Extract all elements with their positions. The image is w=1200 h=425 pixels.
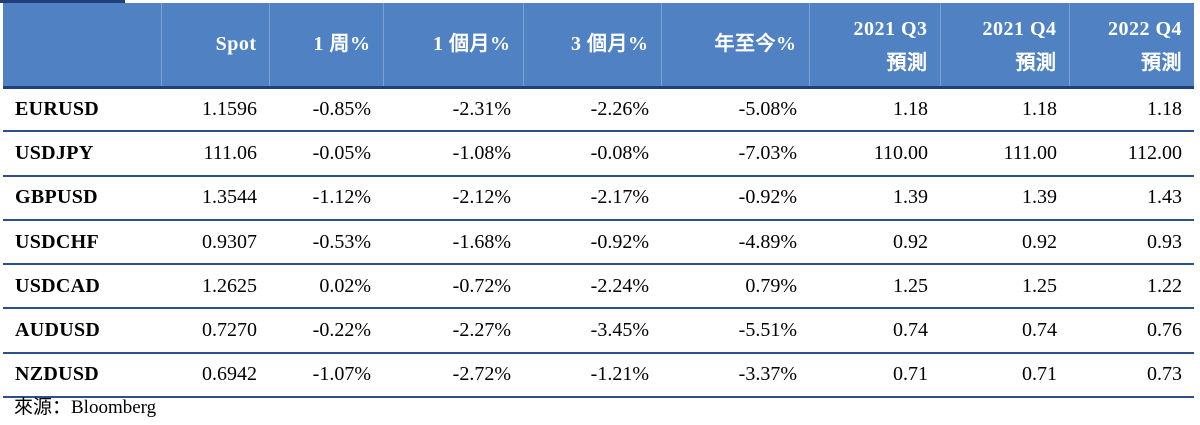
forecast-2021-q3: 0.92 bbox=[809, 219, 940, 266]
forecast-2021-q3: 110.00 bbox=[809, 131, 940, 177]
spot-value: 111.06 bbox=[161, 131, 269, 177]
table-row: USDJPY 111.06 -0.05% -1.08% -0.08% -7.03… bbox=[3, 131, 1194, 177]
forecast-2021-q4: 1.18 bbox=[940, 87, 1069, 133]
currency-pair: USDCAD bbox=[3, 264, 161, 310]
forecast-2021-q3: 0.74 bbox=[809, 308, 940, 354]
change-ytd: -5.51% bbox=[661, 308, 809, 354]
change-ytd: -0.92% bbox=[661, 175, 809, 221]
change-3-month: -0.08% bbox=[523, 131, 661, 177]
currency-pair: EURUSD bbox=[3, 87, 161, 133]
forecast-2022-q4: 0.93 bbox=[1069, 219, 1194, 266]
change-ytd: -7.03% bbox=[661, 131, 809, 177]
forecast-2021-q4: 111.00 bbox=[940, 131, 1069, 177]
change-1-week: -0.22% bbox=[269, 308, 383, 354]
header-cell-spot: Spot bbox=[161, 3, 270, 89]
top-accent-bar bbox=[0, 0, 125, 3]
spot-value: 1.2625 bbox=[161, 264, 269, 310]
header-cell-2021-q4-forecast: 2021 Q4 預測 bbox=[940, 3, 1070, 89]
spot-value: 0.6942 bbox=[161, 352, 269, 399]
change-1-month: -0.72% bbox=[383, 264, 523, 310]
header-sublabel: 預測 bbox=[1015, 52, 1057, 75]
currency-pair: NZDUSD bbox=[3, 352, 161, 399]
header-cell-pair bbox=[3, 3, 162, 89]
change-ytd: -4.89% bbox=[661, 219, 809, 266]
change-1-month: -2.27% bbox=[383, 308, 523, 354]
change-3-month: -1.21% bbox=[523, 352, 661, 399]
forecast-2022-q4: 1.43 bbox=[1069, 175, 1194, 221]
table-row: USDCHF 0.9307 -0.53% -1.68% -0.92% -4.89… bbox=[3, 219, 1194, 266]
change-ytd: -5.08% bbox=[661, 87, 809, 133]
table-row: NZDUSD 0.6942 -1.07% -2.72% -1.21% -3.37… bbox=[3, 352, 1194, 399]
header-sublabel: 預測 bbox=[1141, 52, 1182, 75]
change-1-week: -0.05% bbox=[269, 131, 383, 177]
forecast-2021-q3: 1.18 bbox=[809, 87, 940, 133]
change-3-month: -3.45% bbox=[523, 308, 661, 354]
change-1-week: -1.07% bbox=[269, 352, 383, 399]
change-1-week: 0.02% bbox=[269, 264, 383, 310]
spot-value: 1.3544 bbox=[161, 175, 269, 221]
header-cell-3-month: 3 個月% bbox=[523, 3, 662, 89]
forecast-2021-q4: 1.39 bbox=[940, 175, 1069, 221]
change-3-month: -2.24% bbox=[523, 264, 661, 310]
change-1-week: -1.12% bbox=[269, 175, 383, 221]
table-row: AUDUSD 0.7270 -0.22% -2.27% -3.45% -5.51… bbox=[3, 308, 1194, 354]
change-1-month: -2.72% bbox=[383, 352, 523, 399]
table-row: EURUSD 1.1596 -0.85% -2.31% -2.26% -5.08… bbox=[3, 87, 1194, 133]
forecast-2021-q4: 1.25 bbox=[940, 264, 1069, 310]
header-label: 2021 Q4 bbox=[982, 18, 1057, 41]
currency-pair: AUDUSD bbox=[3, 308, 161, 354]
header-cell-2022-q4-forecast: 2022 Q4 預測 bbox=[1069, 3, 1194, 89]
header-sublabel: 預測 bbox=[886, 52, 928, 75]
header-label: 2021 Q3 bbox=[853, 18, 928, 41]
change-1-week: -0.53% bbox=[269, 219, 383, 266]
table-row: GBPUSD 1.3544 -1.12% -2.12% -2.17% -0.92… bbox=[3, 175, 1194, 221]
forecast-2022-q4: 0.73 bbox=[1069, 352, 1194, 399]
change-1-month: -2.12% bbox=[383, 175, 523, 221]
header-label: 3 個月% bbox=[571, 33, 649, 56]
change-ytd: 0.79% bbox=[661, 264, 809, 310]
header-label: Spot bbox=[215, 33, 257, 56]
change-3-month: -2.17% bbox=[523, 175, 661, 221]
forecast-2021-q4: 0.74 bbox=[940, 308, 1069, 354]
forecast-2021-q3: 1.25 bbox=[809, 264, 940, 310]
spot-value: 1.1596 bbox=[161, 87, 269, 133]
header-label: 1 個月% bbox=[433, 33, 511, 56]
change-1-month: -1.68% bbox=[383, 219, 523, 266]
table-header-row: Spot 1 周% 1 個月% 3 個月% 年至今% 2021 Q3 預測 20… bbox=[3, 3, 1194, 89]
header-cell-1-month: 1 個月% bbox=[383, 3, 524, 89]
header-cell-ytd: 年至今% bbox=[661, 3, 810, 89]
fx-forecast-table: Spot 1 周% 1 個月% 3 個月% 年至今% 2021 Q3 預測 20… bbox=[3, 3, 1194, 399]
forecast-2021-q3: 1.39 bbox=[809, 175, 940, 221]
spot-value: 0.7270 bbox=[161, 308, 269, 354]
header-cell-2021-q3-forecast: 2021 Q3 預測 bbox=[809, 3, 941, 89]
change-3-month: -2.26% bbox=[523, 87, 661, 133]
forecast-2022-q4: 1.22 bbox=[1069, 264, 1194, 310]
forecast-2021-q4: 0.92 bbox=[940, 219, 1069, 266]
header-label: 年至今% bbox=[714, 33, 797, 56]
change-1-week: -0.85% bbox=[269, 87, 383, 133]
forecast-2022-q4: 1.18 bbox=[1069, 87, 1194, 133]
header-cell-1-week: 1 周% bbox=[269, 3, 384, 89]
source-note: 來源：Bloomberg bbox=[14, 397, 157, 418]
change-1-month: -2.31% bbox=[383, 87, 523, 133]
change-ytd: -3.37% bbox=[661, 352, 809, 399]
header-label: 2022 Q4 bbox=[1107, 18, 1182, 41]
change-1-month: -1.08% bbox=[383, 131, 523, 177]
currency-pair: USDJPY bbox=[3, 131, 161, 177]
spot-value: 0.9307 bbox=[161, 219, 269, 266]
currency-pair: GBPUSD bbox=[3, 175, 161, 221]
table-row: USDCAD 1.2625 0.02% -0.72% -2.24% 0.79% … bbox=[3, 264, 1194, 310]
forecast-2021-q3: 0.71 bbox=[809, 352, 940, 399]
currency-pair: USDCHF bbox=[3, 219, 161, 266]
change-3-month: -0.92% bbox=[523, 219, 661, 266]
header-label: 1 周% bbox=[313, 33, 371, 56]
forecast-2022-q4: 112.00 bbox=[1069, 131, 1194, 177]
forecast-2021-q4: 0.71 bbox=[940, 352, 1069, 399]
forecast-2022-q4: 0.76 bbox=[1069, 308, 1194, 354]
